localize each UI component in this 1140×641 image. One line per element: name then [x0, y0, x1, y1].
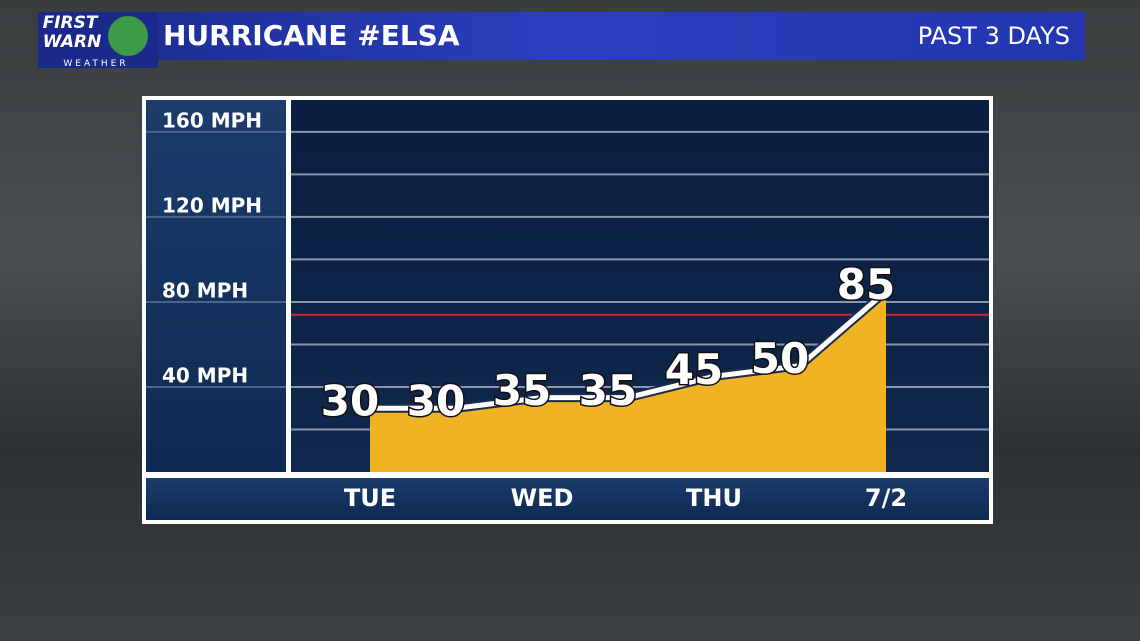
- value-label: 30: [321, 377, 379, 426]
- x-axis-panel: [146, 478, 989, 520]
- logo-text: WARN: [43, 32, 102, 52]
- x-tick-label: TUE: [344, 484, 396, 512]
- value-label: 35: [579, 366, 637, 415]
- x-tick-label: WED: [511, 484, 574, 512]
- y-axis-panel: [146, 100, 286, 472]
- value-label: 45: [665, 345, 723, 394]
- line: [370, 289, 888, 411]
- logo-icon: [108, 16, 148, 56]
- area: [370, 291, 886, 472]
- value-label: 85: [837, 260, 895, 309]
- x-tick-label: THU: [686, 484, 742, 512]
- value-label: 35: [493, 366, 551, 415]
- x-tick-label: 7/2: [865, 484, 907, 512]
- logo-text: WEATHER: [63, 59, 128, 69]
- y-tick-label: 80 MPH: [162, 278, 248, 302]
- chart-subtitle: PAST 3 DAYS: [918, 22, 1070, 50]
- y-tick-label: 40 MPH: [162, 363, 248, 387]
- y-tick-label: 160 MPH: [162, 108, 262, 132]
- logo-text: FIRST: [43, 13, 99, 33]
- chart-title: HURRICANE #ELSA: [163, 19, 460, 52]
- header-bar: [38, 12, 1085, 60]
- value-label: 30: [407, 377, 465, 426]
- value-label: 50: [751, 334, 809, 383]
- y-tick-label: 120 MPH: [162, 193, 262, 217]
